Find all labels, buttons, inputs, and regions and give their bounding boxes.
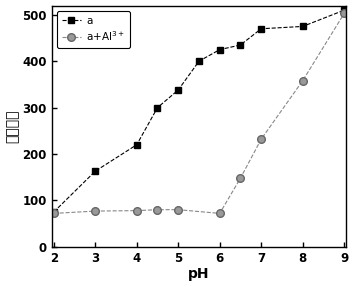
Line: a+Al$^{3+}$: a+Al$^{3+}$ [50,10,348,217]
a [155,106,160,109]
Line: a: a [51,7,347,215]
a [342,9,346,12]
a [197,59,201,63]
a+Al$^{3+}$ [342,12,346,15]
X-axis label: pH: pH [188,267,210,282]
a+Al$^{3+}$ [52,212,56,215]
a [52,210,56,214]
a [218,48,222,51]
a [238,43,242,47]
a+Al$^{3+}$ [301,79,305,82]
a+Al$^{3+}$ [218,212,222,215]
a [176,88,180,92]
a [259,27,263,30]
Legend: a, a+Al$^{3+}$: a, a+Al$^{3+}$ [57,11,130,48]
a+Al$^{3+}$ [259,137,263,141]
a [93,169,97,173]
Y-axis label: 荧光强度: 荧光强度 [6,109,19,143]
a [135,143,139,146]
a+Al$^{3+}$ [93,209,97,213]
a+Al$^{3+}$ [155,208,160,212]
a [301,25,305,28]
a+Al$^{3+}$ [238,177,242,180]
a+Al$^{3+}$ [176,208,180,212]
a+Al$^{3+}$ [135,209,139,212]
